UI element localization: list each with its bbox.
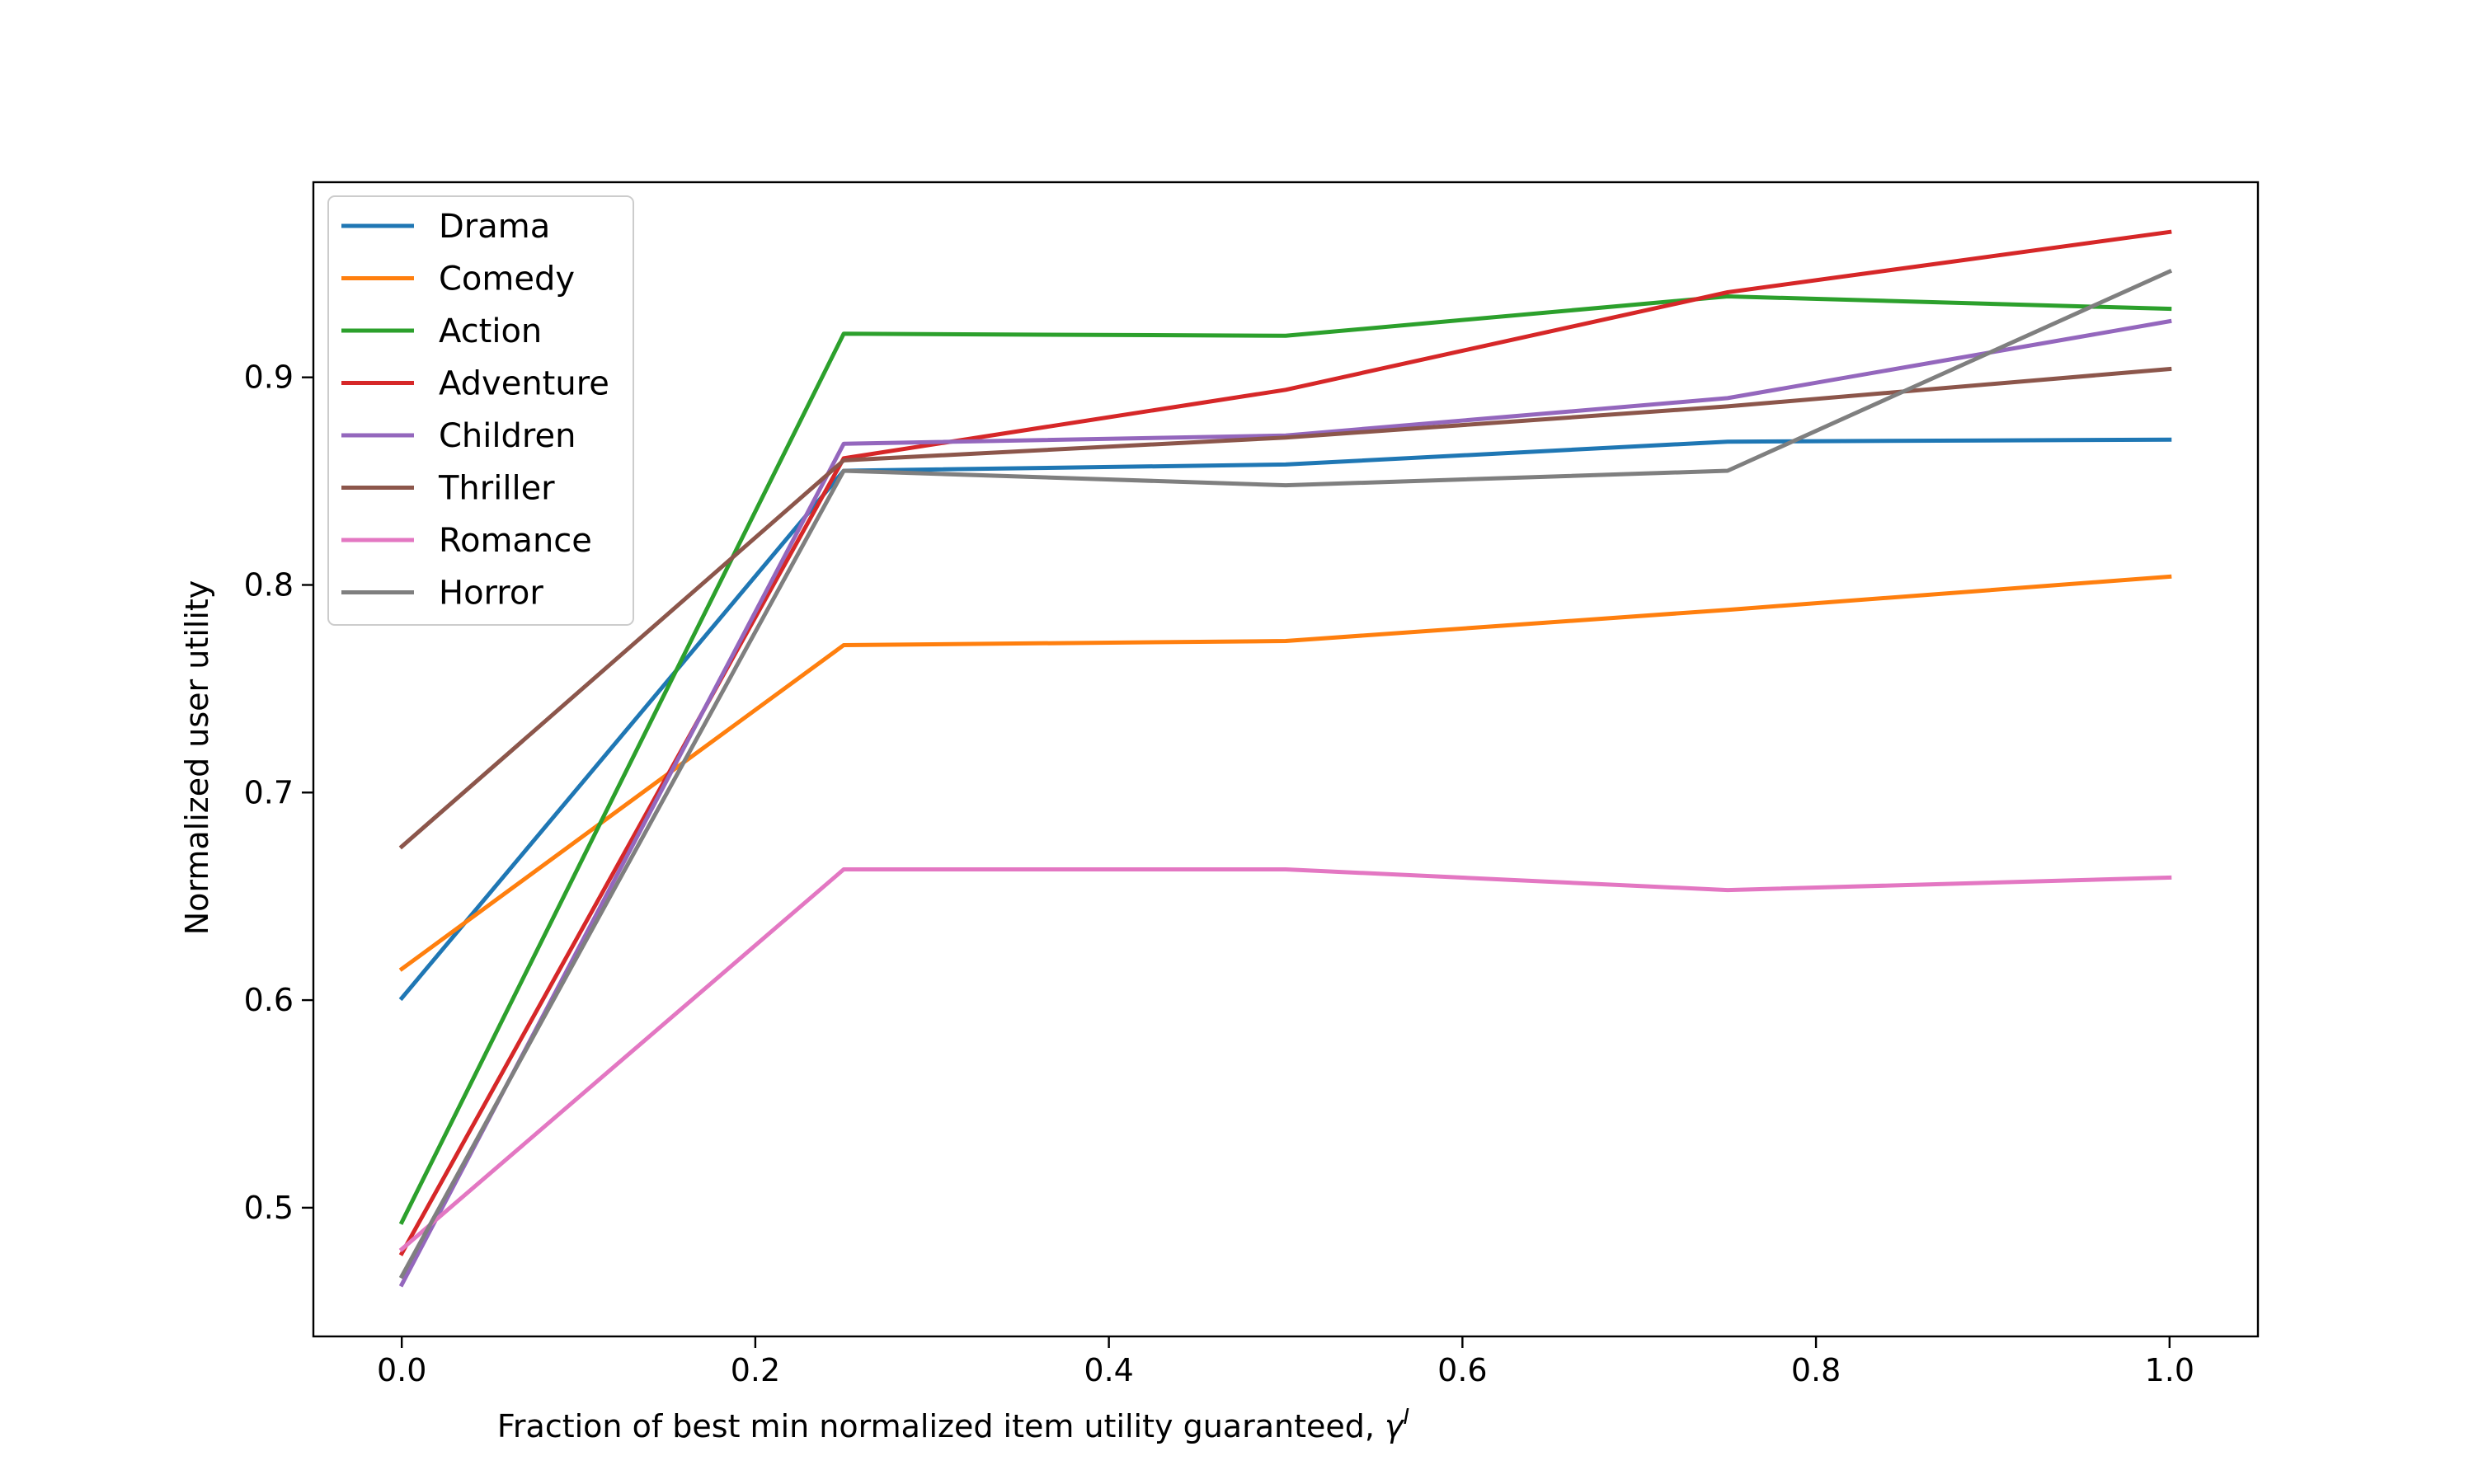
x-tick-label: 1.0 <box>2145 1352 2194 1388</box>
x-axis-label-text: Fraction of best min normalized item uti… <box>497 1408 1385 1444</box>
y-tick-label: 0.9 <box>244 359 294 396</box>
x-tick-label: 0.2 <box>731 1352 780 1388</box>
legend-box <box>327 195 634 626</box>
legend-label-drama: Drama <box>439 208 550 246</box>
x-tick-label: 0.8 <box>1791 1352 1841 1388</box>
y-tick-label: 0.7 <box>244 774 294 810</box>
series-line-romance <box>398 867 2172 1252</box>
series-line-thriller <box>398 366 2172 850</box>
x-axis-label-superscript: I <box>1404 1405 1410 1430</box>
x-axis-label: Fraction of best min normalized item uti… <box>497 1405 1409 1444</box>
series-line-drama <box>398 437 2172 1002</box>
legend-label-horror: Horror <box>439 575 543 613</box>
x-tick-label: 0.4 <box>1084 1352 1133 1388</box>
y-axis-label: Normalized user utility <box>179 580 215 936</box>
y-tick-label: 0.8 <box>244 566 294 603</box>
legend-label-comedy: Comedy <box>439 261 575 298</box>
x-axis-label-symbol: γ <box>1385 1408 1405 1444</box>
series-line-comedy <box>398 574 2172 972</box>
legend: Drama Comedy Action Adventure Children Thrill… <box>327 195 634 626</box>
series-line-horror <box>398 268 2173 1280</box>
legend-label-action: Action <box>439 312 542 350</box>
x-axis: 0.0 0.2 0.4 0.6 0.8 1.0 <box>377 1336 2194 1388</box>
y-axis: 0.5 0.6 0.7 0.8 0.9 <box>244 359 313 1226</box>
legend-label-romance: Romance <box>439 522 592 560</box>
legend-label-children: Children <box>439 417 576 455</box>
legend-label-thriller: Thriller <box>438 470 555 508</box>
y-tick-label: 0.6 <box>244 982 294 1018</box>
x-tick-label: 0.6 <box>1437 1352 1487 1388</box>
series-line-action <box>398 294 2172 1225</box>
series-lines <box>398 229 2173 1288</box>
y-tick-label: 0.5 <box>244 1190 294 1226</box>
x-tick-label: 0.0 <box>377 1352 426 1388</box>
plot-frame <box>312 181 2260 1338</box>
legend-label-adventure: Adventure <box>439 365 609 403</box>
